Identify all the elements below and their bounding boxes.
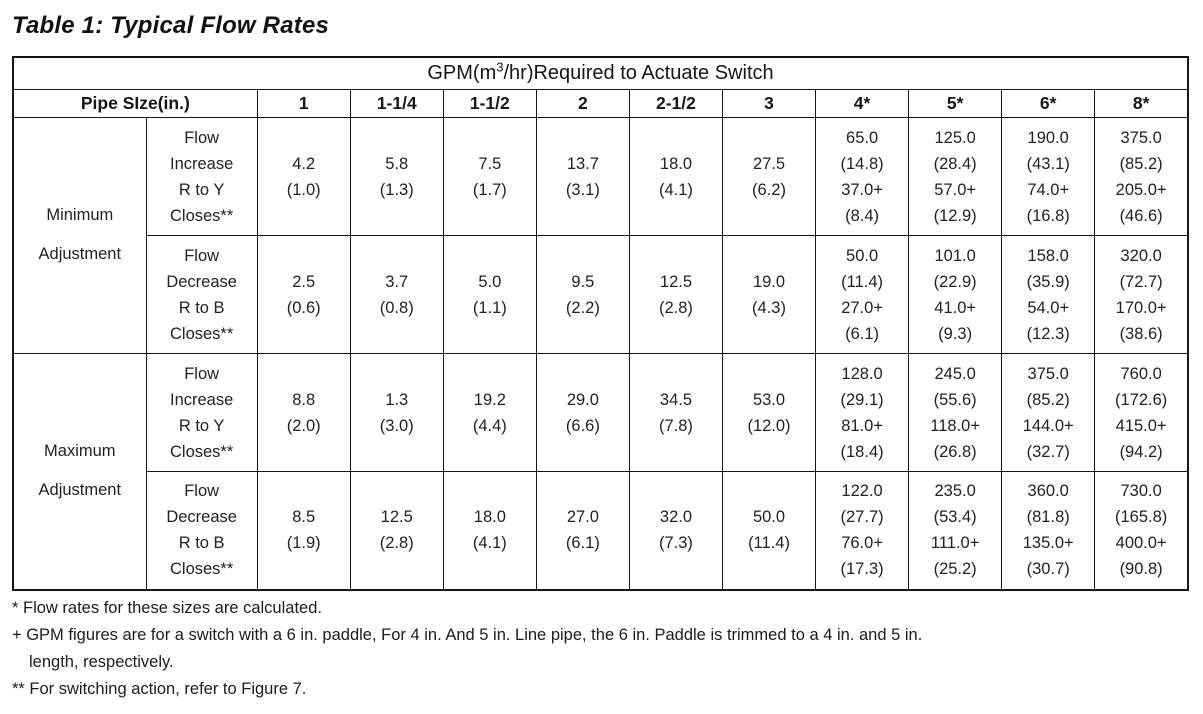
flow-value-cell: 375.0 (85.2) 144.0+ (32.7) (1001, 353, 1096, 472)
flow-value-cell: 27.5 (6.2) (721, 117, 817, 236)
pipe-size-label: Pipe SIze(in.) (12, 89, 258, 118)
gpm-header-cell: GPM(m3/hr)Required to Actuate Switch (12, 56, 1189, 90)
flow-value-cell: 235.0 (53.4) 111.0+ (25.2) (908, 471, 1003, 590)
footnote-calculated-sizes: * Flow rates for these sizes are calcula… (12, 598, 322, 617)
footnote-paddle-trim: + GPM figures are for a switch with a 6 … (12, 625, 923, 671)
flow-value-cell: 1.3 (3.0) (349, 353, 444, 472)
flow-value-cell: 3.7 (0.8) (349, 235, 444, 354)
flow-value-cell: 101.0 (22.9) 41.0+ (9.3) (908, 235, 1003, 354)
pipe-size-header-4: 4* (815, 89, 910, 118)
flow-value-cell: 50.0 (11.4) (721, 471, 817, 590)
pipe-size-header-1-1-4: 1-1/4 (349, 89, 444, 118)
row-label-flow-decrease: Flow Decrease R to B Closes** (145, 235, 258, 354)
flow-value-cell: 8.8 (2.0) (256, 353, 351, 472)
category-maximum-adjustment: Maximum Adjustment (12, 353, 147, 590)
page-title: Table 1: Typical Flow Rates (12, 12, 330, 39)
superscript-3: 3 (496, 59, 504, 75)
pipe-size-header-3: 3 (721, 89, 817, 118)
flow-value-cell: 7.5 (1.7) (442, 117, 537, 236)
flow-value-cell: 53.0 (12.0) (721, 353, 817, 472)
flow-value-cell: 730.0 (165.8) 400.0+ (90.8) (1094, 471, 1189, 590)
flow-value-cell: 9.5 (2.2) (535, 235, 630, 354)
pipe-size-header-6: 6* (1001, 89, 1096, 118)
flow-value-cell: 4.2 (1.0) (256, 117, 351, 236)
pipe-size-header-2-1-2: 2-1/2 (628, 89, 723, 118)
flow-value-cell: 760.0 (172.6) 415.0+ (94.2) (1094, 353, 1189, 472)
table-row-max-decrease: Flow Decrease R to B Closes** 8.5 (1.9) … (13, 471, 1189, 590)
flow-value-cell: 360.0 (81.8) 135.0+ (30.7) (1001, 471, 1096, 590)
pipe-size-header-1: 1 (256, 89, 351, 118)
flow-value-cell: 2.5 (0.6) (256, 235, 351, 354)
gpm-header-prefix: GPM(m (427, 62, 497, 84)
flow-value-cell: 320.0 (72.7) 170.0+ (38.6) (1094, 235, 1189, 354)
footnotes-block: * Flow rates for these sizes are calcula… (12, 595, 1190, 703)
flow-value-cell: 5.8 (1.3) (349, 117, 444, 236)
pipe-size-header-8: 8* (1094, 89, 1189, 118)
pipe-size-header-2: 2 (535, 89, 630, 118)
category-minimum-adjustment: Minimum Adjustment (12, 117, 147, 354)
flow-value-cell: 18.0 (4.1) (442, 471, 537, 590)
flow-value-cell: 125.0 (28.4) 57.0+ (12.9) (908, 117, 1003, 236)
flow-value-cell: 8.5 (1.9) (256, 471, 351, 590)
table-row-min-decrease: Flow Decrease R to B Closes** 2.5 (0.6) … (13, 235, 1189, 354)
flow-value-cell: 34.5 (7.8) (628, 353, 723, 472)
flow-value-cell: 122.0 (27.7) 76.0+ (17.3) (815, 471, 910, 590)
flow-value-cell: 128.0 (29.1) 81.0+ (18.4) (815, 353, 910, 472)
flow-value-cell: 5.0 (1.1) (442, 235, 537, 354)
table-row-min-increase: Minimum Adjustment Flow Increase R to Y … (12, 117, 1189, 354)
gpm-header-suffix: /hr)Required to Actuate Switch (503, 62, 774, 84)
flow-value-cell: 19.0 (4.3) (721, 235, 817, 354)
flow-value-cell: 18.0 (4.1) (628, 117, 723, 236)
flow-value-cell: 65.0 (14.8) 37.0+ (8.4) (815, 117, 910, 236)
flow-value-cell: 29.0 (6.6) (535, 353, 630, 472)
flow-rates-table: GPM(m3/hr)Required to Actuate Switch Pip… (12, 56, 1189, 591)
row-label-flow-increase: Flow Increase R to Y Closes** (145, 353, 258, 472)
flow-value-cell: 19.2 (4.4) (442, 353, 537, 472)
table-row-max-increase: Maximum Adjustment Flow Increase R to Y … (12, 353, 1189, 590)
flow-value-cell: 245.0 (55.6) 118.0+ (26.8) (908, 353, 1003, 472)
flow-value-cell: 190.0 (43.1) 74.0+ (16.8) (1001, 117, 1096, 236)
flow-value-cell: 13.7 (3.1) (535, 117, 630, 236)
flow-value-cell: 375.0 (85.2) 205.0+ (46.6) (1094, 117, 1189, 236)
flow-value-cell: 50.0 (11.4) 27.0+ (6.1) (815, 235, 910, 354)
flow-value-cell: 158.0 (35.9) 54.0+ (12.3) (1001, 235, 1096, 354)
flow-value-cell: 12.5 (2.8) (349, 471, 444, 590)
table-header-row: GPM(m3/hr)Required to Actuate Switch (12, 56, 1189, 90)
pipe-size-header-5: 5* (908, 89, 1003, 118)
flow-value-cell: 12.5 (2.8) (628, 235, 723, 354)
flow-value-cell: 32.0 (7.3) (628, 471, 723, 590)
pipe-size-row: Pipe SIze(in.) 1 1-1/4 1-1/2 2 2-1/2 3 4… (12, 89, 1189, 118)
row-label-flow-increase: Flow Increase R to Y Closes** (145, 117, 258, 236)
pipe-size-header-1-1-2: 1-1/2 (442, 89, 537, 118)
flow-value-cell: 27.0 (6.1) (535, 471, 630, 590)
footnote-switching-action: ** For switching action, refer to Figure… (12, 679, 307, 698)
row-label-flow-decrease: Flow Decrease R to B Closes** (145, 471, 258, 590)
